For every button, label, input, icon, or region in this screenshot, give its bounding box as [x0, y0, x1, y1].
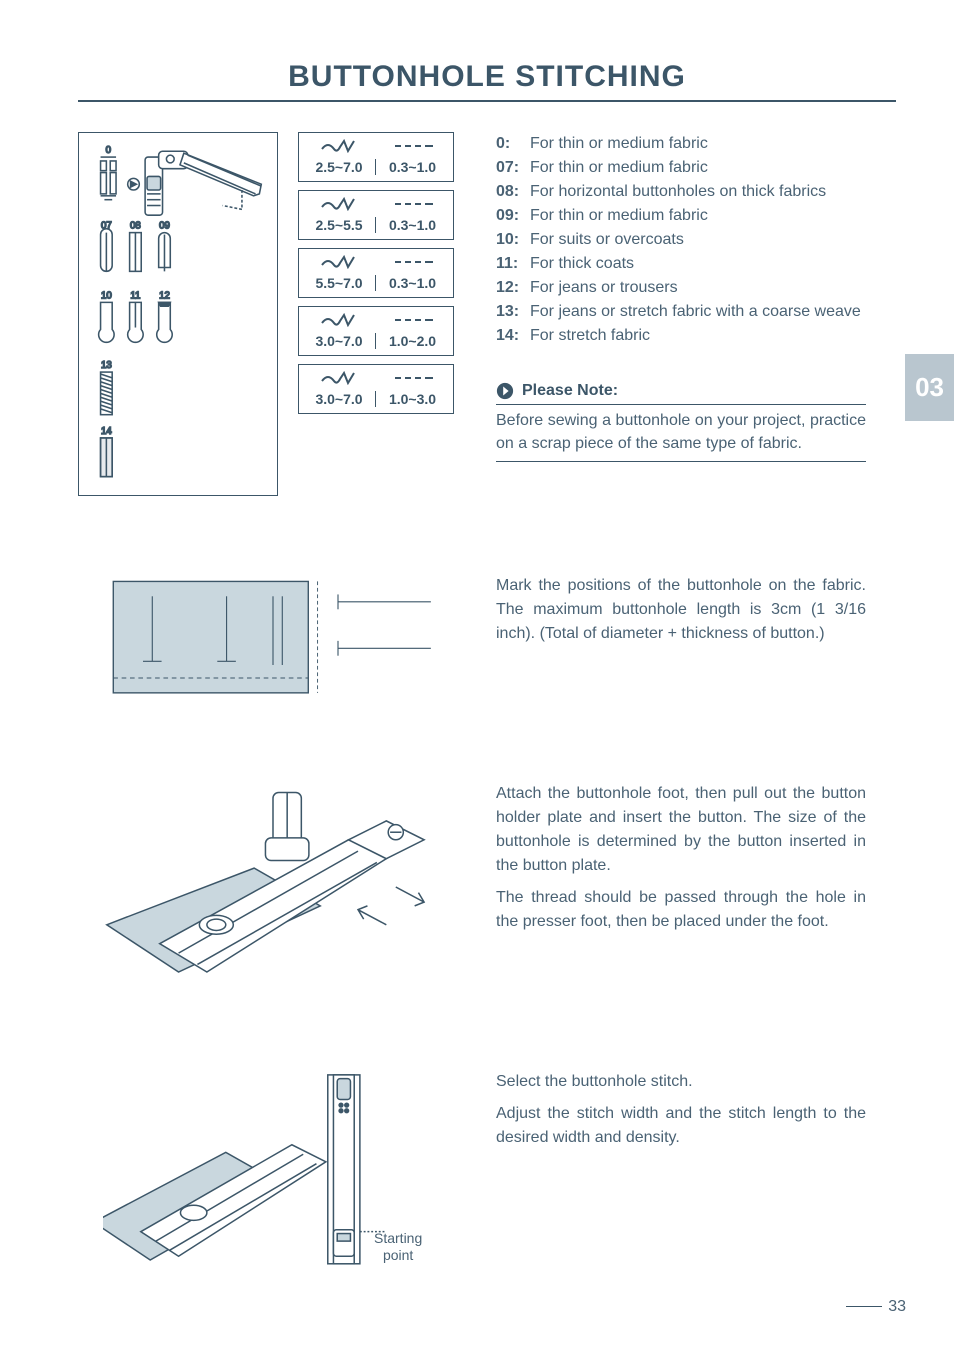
list-item: 07:For thin or medium fabric [496, 156, 866, 180]
list-item: 13:For jeans or stretch fabric with a co… [496, 300, 866, 324]
list-value: For stretch fabric [530, 324, 866, 348]
list-value: For jeans or stretch fabric with a coars… [530, 300, 866, 324]
param-row: 2.5~5.50.3~1.0 [298, 190, 454, 240]
list-item: 11:For thick coats [496, 252, 866, 276]
svg-text:11: 11 [130, 290, 140, 301]
param-row: 5.5~7.00.3~1.0 [298, 248, 454, 298]
svg-text:10: 10 [101, 290, 112, 301]
param-row: 2.5~7.00.3~1.0 [298, 132, 454, 182]
svg-text:12: 12 [159, 290, 170, 301]
list-key: 08: [496, 180, 530, 204]
chapter-tab: 03 [905, 354, 954, 421]
list-item: 12:For jeans or trousers [496, 276, 866, 300]
param-length: 1.0~3.0 [376, 391, 449, 407]
starting-point-label: Starting point [374, 1230, 422, 1264]
section3-text-a: Select the buttonhole stitch. [496, 1070, 866, 1094]
list-value: For horizontal buttonholes on thick fabr… [530, 180, 866, 204]
svg-text:08: 08 [130, 221, 141, 232]
param-width: 3.0~7.0 [303, 333, 376, 349]
param-width: 5.5~7.0 [303, 275, 376, 291]
param-length: 0.3~1.0 [376, 275, 449, 291]
page-title: BUTTONHOLE STITCHING [78, 60, 896, 102]
list-key: 11: [496, 252, 530, 276]
buttonhole-list: 0:For thin or medium fabric07:For thin o… [496, 132, 866, 348]
param-length: 1.0~2.0 [376, 333, 449, 349]
param-row: 3.0~7.01.0~2.0 [298, 306, 454, 356]
figure-marking [78, 574, 468, 704]
figure-select-stitch: Starting point [78, 1070, 468, 1280]
svg-text:0: 0 [106, 145, 111, 156]
list-item: 09:For thin or medium fabric [496, 204, 866, 228]
param-row: 3.0~7.01.0~3.0 [298, 364, 454, 414]
section3-text-b: Adjust the stitch width and the stitch l… [496, 1102, 866, 1150]
stitch-icon-panel: 0 [78, 132, 278, 496]
list-key: 13: [496, 300, 530, 324]
page-number: 33 [846, 1298, 906, 1316]
param-width: 3.0~7.0 [303, 391, 376, 407]
list-item: 08:For horizontal buttonholes on thick f… [496, 180, 866, 204]
list-key: 0: [496, 132, 530, 156]
list-value: For thick coats [530, 252, 866, 276]
note-body: Before sewing a buttonhole on your proje… [496, 405, 866, 462]
figure-attach-foot [78, 782, 468, 992]
list-key: 10: [496, 228, 530, 252]
param-width: 2.5~5.5 [303, 217, 376, 233]
param-length: 0.3~1.0 [376, 159, 449, 175]
section2-text-a: Attach the buttonhole foot, then pull ou… [496, 782, 866, 878]
list-item: 10:For suits or overcoats [496, 228, 866, 252]
arrow-icon [496, 382, 514, 400]
list-value: For thin or medium fabric [530, 156, 866, 180]
svg-text:14: 14 [101, 426, 112, 437]
param-length: 0.3~1.0 [376, 217, 449, 233]
note-label: Please Note: [522, 382, 618, 400]
list-value: For jeans or trousers [530, 276, 866, 300]
list-value: For thin or medium fabric [530, 132, 866, 156]
param-width: 2.5~7.0 [303, 159, 376, 175]
list-key: 09: [496, 204, 530, 228]
list-item: 14:For stretch fabric [496, 324, 866, 348]
list-item: 0:For thin or medium fabric [496, 132, 866, 156]
parameter-table: 2.5~7.00.3~1.0 2.5~5.50.3~1.0 5.5~7.00.3… [298, 132, 454, 414]
list-key: 14: [496, 324, 530, 348]
list-key: 12: [496, 276, 530, 300]
section1-text: Mark the positions of the buttonhole on … [496, 574, 866, 646]
svg-text:13: 13 [101, 360, 112, 371]
list-key: 07: [496, 156, 530, 180]
list-value: For thin or medium fabric [530, 204, 866, 228]
section2-text-b: The thread should be passed through the … [496, 886, 866, 934]
note-header: Please Note: [496, 382, 866, 405]
list-value: For suits or overcoats [530, 228, 866, 252]
svg-text:09: 09 [159, 221, 170, 232]
